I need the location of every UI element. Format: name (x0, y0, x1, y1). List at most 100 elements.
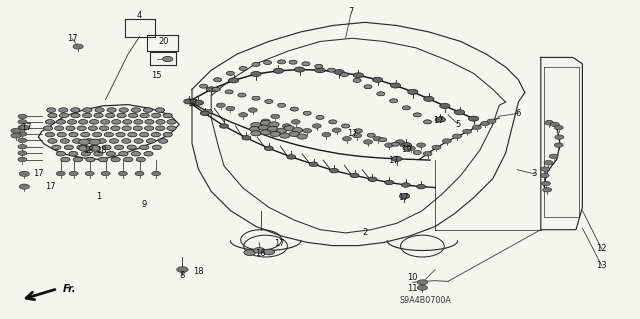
Circle shape (167, 126, 176, 130)
Circle shape (77, 126, 86, 130)
Circle shape (276, 128, 287, 133)
Circle shape (94, 113, 103, 118)
Circle shape (19, 171, 29, 176)
Circle shape (340, 73, 348, 77)
Circle shape (145, 126, 154, 130)
Text: 17: 17 (275, 239, 285, 248)
Text: 10: 10 (408, 273, 418, 282)
Circle shape (212, 87, 220, 91)
Circle shape (268, 126, 278, 131)
Text: 17: 17 (433, 116, 444, 125)
Text: 18: 18 (83, 146, 93, 155)
Circle shape (145, 120, 154, 124)
Circle shape (73, 157, 83, 162)
Circle shape (147, 139, 156, 143)
Circle shape (152, 145, 161, 150)
Circle shape (303, 129, 312, 133)
Circle shape (377, 92, 385, 96)
Circle shape (18, 132, 27, 136)
Circle shape (544, 160, 553, 165)
Circle shape (152, 171, 161, 176)
Text: 17: 17 (45, 182, 55, 191)
Circle shape (332, 128, 341, 132)
Circle shape (541, 181, 550, 186)
Circle shape (18, 145, 27, 149)
Circle shape (90, 145, 99, 150)
Circle shape (390, 83, 401, 88)
Circle shape (390, 99, 397, 103)
Circle shape (406, 146, 415, 151)
Text: 8: 8 (180, 271, 185, 280)
Circle shape (554, 143, 563, 147)
Circle shape (206, 87, 216, 92)
Circle shape (56, 120, 65, 124)
Circle shape (177, 267, 188, 272)
Circle shape (423, 152, 432, 156)
Circle shape (117, 113, 126, 118)
Circle shape (294, 67, 305, 72)
Circle shape (273, 68, 284, 73)
Circle shape (417, 143, 426, 147)
Circle shape (238, 93, 246, 97)
Circle shape (403, 146, 411, 150)
Circle shape (133, 126, 143, 130)
Circle shape (292, 128, 303, 133)
Circle shape (156, 108, 164, 112)
Circle shape (68, 152, 78, 156)
Circle shape (152, 113, 161, 118)
Circle shape (282, 124, 291, 128)
Text: 9: 9 (141, 200, 147, 209)
Text: 13: 13 (596, 261, 607, 270)
Circle shape (322, 132, 331, 137)
Circle shape (260, 130, 271, 135)
Circle shape (289, 60, 297, 64)
Circle shape (131, 152, 141, 156)
Circle shape (90, 120, 99, 124)
Circle shape (18, 125, 27, 130)
Text: 17: 17 (22, 123, 32, 132)
Circle shape (555, 135, 564, 139)
Text: 17: 17 (398, 193, 408, 202)
Circle shape (468, 116, 479, 121)
Text: 2: 2 (362, 228, 367, 237)
Circle shape (287, 155, 296, 159)
Circle shape (159, 139, 168, 143)
Circle shape (127, 145, 136, 150)
Circle shape (284, 126, 294, 131)
Circle shape (97, 139, 106, 143)
Circle shape (57, 132, 67, 137)
Circle shape (59, 108, 68, 112)
Circle shape (18, 120, 27, 124)
Circle shape (45, 132, 54, 137)
Circle shape (129, 113, 138, 118)
Circle shape (264, 61, 271, 64)
Circle shape (85, 171, 94, 176)
Circle shape (401, 143, 412, 148)
Circle shape (228, 78, 239, 83)
Circle shape (379, 138, 387, 142)
Circle shape (119, 152, 128, 156)
Circle shape (11, 133, 21, 138)
Circle shape (118, 171, 127, 176)
Circle shape (48, 113, 57, 118)
Circle shape (89, 145, 100, 151)
Circle shape (454, 110, 465, 115)
Circle shape (72, 139, 82, 143)
Text: 17: 17 (347, 130, 357, 138)
Circle shape (312, 124, 321, 128)
Circle shape (392, 142, 399, 146)
Circle shape (303, 111, 311, 115)
Circle shape (200, 111, 209, 115)
Circle shape (66, 126, 75, 130)
Circle shape (355, 129, 362, 133)
Circle shape (260, 120, 271, 125)
Circle shape (252, 96, 260, 100)
Text: 18: 18 (96, 146, 106, 155)
Text: 7: 7 (348, 7, 353, 16)
Circle shape (408, 89, 418, 94)
Circle shape (373, 137, 382, 141)
Text: 12: 12 (596, 244, 607, 253)
Circle shape (399, 194, 410, 199)
Circle shape (472, 125, 481, 130)
Circle shape (11, 128, 21, 133)
